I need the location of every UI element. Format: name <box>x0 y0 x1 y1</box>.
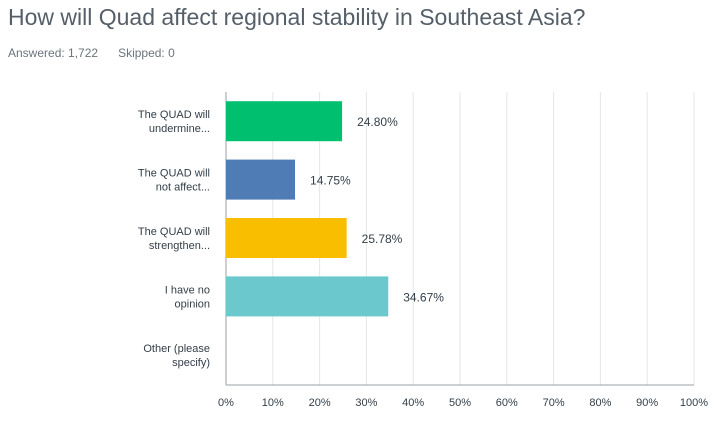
grid-lines <box>272 92 695 385</box>
bars <box>226 101 389 317</box>
x-tick-label: 0% <box>218 397 234 409</box>
category-label: The QUAD will undermine... <box>138 109 210 135</box>
category-label: I have no opinion <box>165 284 210 310</box>
x-tick-label: 40% <box>402 397 424 409</box>
category-label: The QUAD will strengthen... <box>138 226 210 252</box>
bar <box>226 159 296 200</box>
x-tick-label: 70% <box>543 397 565 409</box>
x-tick-label: 30% <box>355 397 377 409</box>
response-summary: Answered: 1,722 Skipped: 0 <box>8 46 175 60</box>
x-tick-label: 80% <box>589 397 611 409</box>
x-tick-label: 100% <box>680 397 708 409</box>
x-tick-label: 50% <box>449 397 471 409</box>
value-label: 14.75% <box>310 174 351 188</box>
bar <box>226 101 343 142</box>
x-tick-label: 90% <box>636 397 658 409</box>
x-tick-label: 10% <box>262 397 284 409</box>
value-label: 25.78% <box>362 232 403 246</box>
answered-count: Answered: 1,722 <box>8 46 99 60</box>
x-tick-label: 20% <box>309 397 331 409</box>
x-tick-label: 60% <box>496 397 518 409</box>
bar <box>226 276 389 317</box>
labels: 0% 10% 20% 30% 40% 50% 60% 70% 80% 90% 100% The QUA… <box>138 109 708 409</box>
chart-title: How will Quad affect regional stability … <box>8 4 586 30</box>
bar <box>226 218 347 258</box>
value-label: 24.80% <box>357 115 398 129</box>
value-label: 34.67% <box>403 290 444 304</box>
category-label: The QUAD will not affect... <box>138 168 210 194</box>
category-label: Other (please specify) <box>143 343 210 369</box>
skipped-count: Skipped: 0 <box>118 46 175 60</box>
